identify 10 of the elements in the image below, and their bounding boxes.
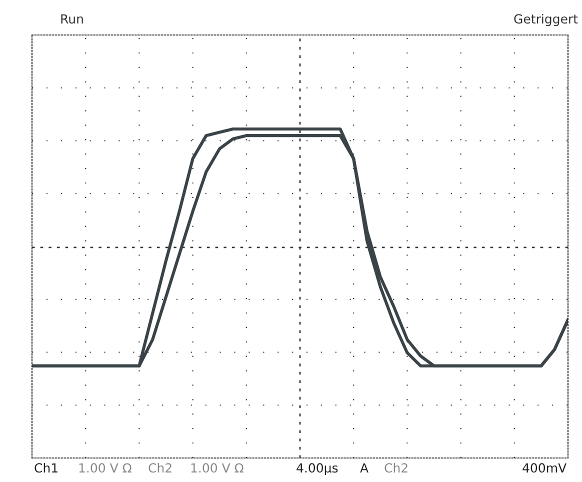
text: Ch1 bbox=[34, 462, 58, 473]
text: 400mV bbox=[522, 463, 566, 473]
text: 1.00 V Ω bbox=[191, 463, 244, 473]
text: 4.00µs bbox=[296, 463, 338, 476]
text: Ch2 bbox=[148, 462, 172, 473]
text: Getriggert bbox=[514, 14, 578, 26]
text: A bbox=[360, 463, 368, 472]
text: 1.00 V Ω bbox=[79, 463, 132, 473]
text: Ch2 bbox=[384, 462, 408, 473]
text: Run bbox=[61, 14, 83, 24]
